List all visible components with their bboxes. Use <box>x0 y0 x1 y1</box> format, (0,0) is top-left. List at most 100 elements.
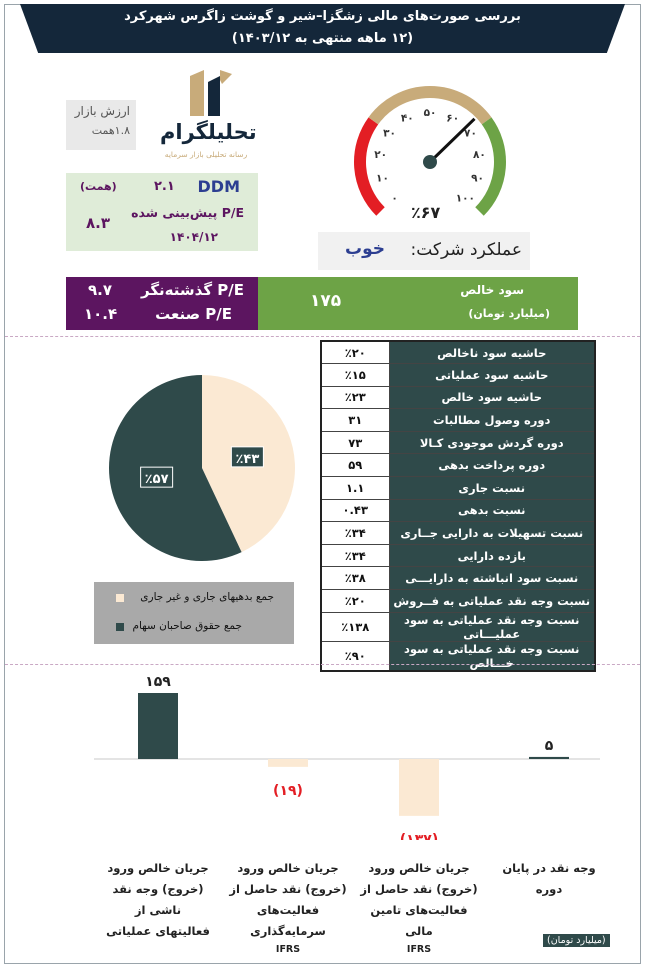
category-label-line: (خروج) نقد حاصل از <box>360 882 478 896</box>
ratio-label: نسبت وجه نقد عملیاتی به فــروش <box>388 589 596 613</box>
section-divider <box>5 664 640 665</box>
gauge-tick-label: ۴۰ <box>401 112 414 124</box>
ratio-value: ٪۲۳ <box>320 385 390 410</box>
cash-flow-category-label: جریان خالص ورود (خروج) وجه نقد ناشی از فعا… <box>98 858 218 942</box>
chart-unit-badge: (میلیارد تومان) <box>543 934 610 947</box>
ratio-label: دوره وصول مطالبات <box>388 408 596 432</box>
category-label-line: فعالیت‌های تامین مالی <box>370 903 468 938</box>
ratio-value: ٪۱۵ <box>320 363 390 387</box>
logo-mark-icon <box>190 70 232 116</box>
ratio-row: ٪۲۰ نسبت وجه نقد عملیاتی به فــروش <box>320 589 596 613</box>
legend-swatch-equity <box>116 623 124 631</box>
category-label-line: فعالیتهای عملیاتی <box>106 924 210 938</box>
cash-flow-category-label: جریان خالص ورود (خروج) نقد حاصل از فعالیت‌… <box>228 858 348 958</box>
ratio-value: ٪۲۰ <box>320 340 390 365</box>
performance-box: عملکرد شرکت: خوب <box>318 232 530 270</box>
ratio-label: نسبت سود انباشته به دارایـــی <box>388 566 596 591</box>
brand-logo: تحلیلگرام رسانه تحلیلی بازار سرمایه <box>160 70 257 170</box>
gauge-tick-label: ۲۰ <box>374 149 387 161</box>
legend-label-equity: جمع حقوق صاحبان سهام <box>132 620 242 632</box>
ratio-row: ۳۱ دوره وصول مطالبات <box>320 408 596 432</box>
cash-flow-bar <box>268 759 308 767</box>
ratio-value: ۱.۱ <box>320 476 390 500</box>
pie-data-label: ٪۴۳ <box>235 452 259 467</box>
ratio-label: نسبت جاری <box>388 476 596 500</box>
ratio-row: ۱.۱ نسبت جاری <box>320 476 596 500</box>
category-label-line: فعالیت‌های سرمایه‌گذاری <box>250 903 326 938</box>
gauge-band-average <box>368 86 492 125</box>
ratio-value: ۳۱ <box>320 408 390 432</box>
gauge-band-weak <box>354 117 385 216</box>
gauge-tick-label: ۰ <box>391 192 397 204</box>
category-label-line: جریان خالص ورود <box>368 861 470 875</box>
ratio-row: ٪۳۴ بازده دارایی <box>320 543 596 568</box>
trailing-pe-label: P/E گذشته‌نگر <box>141 281 244 299</box>
ratio-row: ۰.۴۳ نسبت بدهی <box>320 498 596 523</box>
ddm-valuation-box: DDM ۲.۱ (همت) P/E پیش‌بینی شده ۸.۳ ۱۴۰۴/… <box>66 173 258 251</box>
ratio-label: دوره گردش موجودی کـالا <box>388 430 596 455</box>
ratio-value: ٪۳۸ <box>320 566 390 591</box>
forecast-pe-label: P/E پیش‌بینی شده <box>131 205 244 220</box>
cash-flow-bar <box>529 756 569 759</box>
net-profit-label: سود خالص <box>460 283 524 297</box>
gauge-hub <box>423 155 437 169</box>
cash-flow-data-label: (۱۳۷) <box>400 832 438 840</box>
market-value: ۱.۸همت <box>91 124 130 137</box>
ratio-row: ٪۱۵ حاشیه سود عملیاتی <box>320 363 596 387</box>
report-title: بررسی صورت‌های مالی زشگزا–شیر و گوشت زاگ… <box>124 9 521 24</box>
gauge-tick-label: ۵۰ <box>424 107 437 119</box>
net-profit-unit: (میلیارد تومان) <box>468 307 550 320</box>
category-label-line: (خروج) نقد حاصل از <box>229 882 347 896</box>
performance-gauge: ۰۱۰ ۲۰ ۳۰ ۴۰ ۵۰ ۶۰ ۷۰ ۸۰ ۹۰ ۱۰۰ <box>354 86 506 216</box>
industry-pe-label: P/E صنعت <box>155 305 232 323</box>
pe-box: P/E گذشته‌نگر ۹.۷ P/E صنعت ۱۰.۴ <box>66 277 258 330</box>
cash-flow-bar-chart: ۱۵۹ (۱۹) (۱۳۷) ۵ <box>94 674 600 840</box>
ratio-label: بازده دارایی <box>388 543 596 568</box>
forecast-date: ۱۴۰۴/۱۲ <box>169 230 218 244</box>
ratio-value: ٪۲۰ <box>320 589 390 613</box>
logo-wordmark: تحلیلگرام <box>160 120 257 144</box>
cash-flow-data-label: ۵ <box>545 738 554 754</box>
ratio-value: ٪۱۳۸ <box>320 611 390 642</box>
category-label-line: (خروج) وجه نقد ناشی از <box>112 882 204 917</box>
ratio-label: دوره پرداخت بدهی <box>388 453 596 478</box>
cash-flow-data-label: (۱۹) <box>273 783 303 799</box>
gauge-tick-label: ۱۰۰ <box>456 192 475 204</box>
gauge-value: ٪۶۷ <box>411 203 441 222</box>
market-value-label: ارزش بازار <box>74 104 130 118</box>
gauge-tick-label: ۱۰ <box>376 172 389 184</box>
section-divider <box>5 336 640 337</box>
performance-label: عملکرد شرکت: <box>410 240 522 260</box>
net-profit-box: سود خالص (میلیارد تومان) ۱۷۵ <box>258 277 578 330</box>
logo-tagline: رسانه تحلیلی بازار سرمایه <box>164 150 248 159</box>
ratio-label: نسبت بدهی <box>388 498 596 523</box>
gauge-needle <box>428 117 476 164</box>
ratio-value: ٪۳۴ <box>320 543 390 568</box>
trailing-pe-value: ۹.۷ <box>88 281 113 299</box>
pie-data-label-bg <box>230 446 264 468</box>
legend-swatch-liabilities <box>116 594 124 602</box>
gauge-tick-label: ۹۰ <box>471 172 484 184</box>
ratio-value: ٪۳۴ <box>320 521 390 545</box>
ratio-value: ۵۹ <box>320 453 390 478</box>
ratio-value: ۰.۴۳ <box>320 498 390 523</box>
financial-ratios-table: ٪۲۰ حاشیه سود ناخالص ٪۱۵ حاشیه سود عملیاتی ٪… <box>320 340 596 672</box>
gauge-band-good <box>475 117 506 216</box>
ratio-row: ۵۹ دوره پرداخت بدهی <box>320 453 596 478</box>
ratio-row: ٪۱۳۸ نسبت وجه نقد عملیاتی به سود عملیـــا… <box>320 611 596 642</box>
ratio-label: نسبت وجه نقد عملیاتی به سود عملیـــاتی <box>388 611 596 642</box>
gauge-tick-label: ۸۰ <box>473 149 486 161</box>
report-header: بررسی صورت‌های مالی زشگزا–شیر و گوشت زاگ… <box>20 4 625 53</box>
ratio-label: نسبت تسهیلات به دارایی جــاری <box>388 521 596 545</box>
category-label-line: IFRS <box>275 944 301 955</box>
forecast-pe-value: ۸.۳ <box>86 214 111 232</box>
cash-flow-bar <box>399 759 439 816</box>
category-label-line: وجه نقد در پایان دوره <box>502 861 596 896</box>
cash-flow-bar <box>138 693 178 759</box>
market-value-box: ارزش بازار ۱.۸همت <box>66 100 136 150</box>
ratio-label: حاشیه سود عملیاتی <box>388 363 596 387</box>
report-subtitle: (۱۲ ماهه منتهی به ۱۴۰۳/۱۲) <box>231 31 414 46</box>
ddm-model-label: DDM <box>197 177 240 196</box>
gauge-tick-label: ۷۰ <box>464 128 477 140</box>
ratio-label: نسبت وجه نقد عملیاتی به سود خـــالص <box>388 640 596 672</box>
